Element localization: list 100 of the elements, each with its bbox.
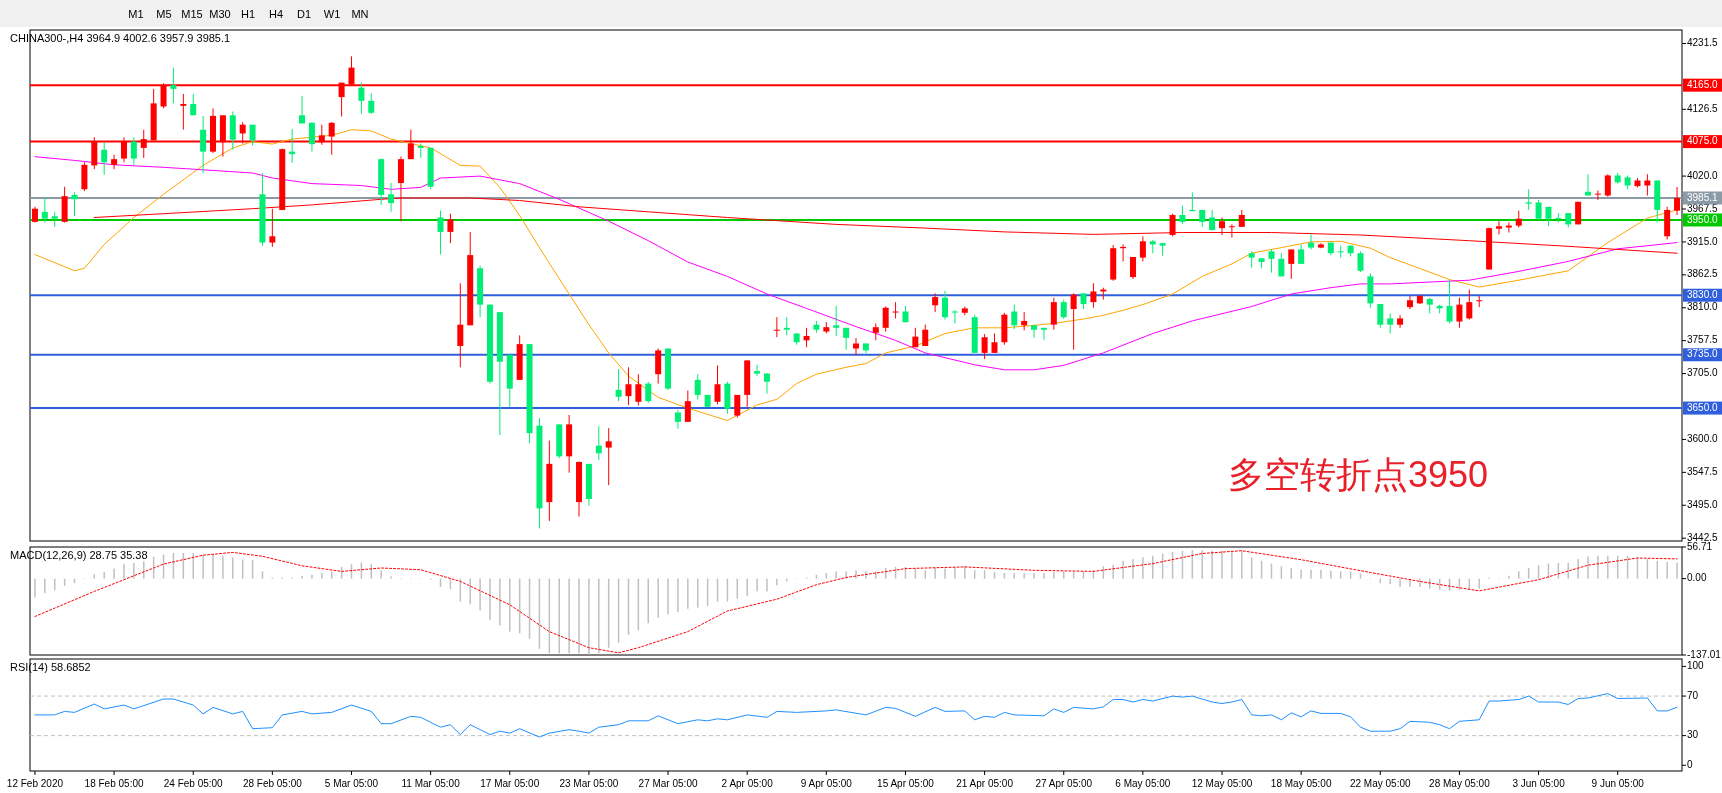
candlestick bbox=[853, 337, 859, 356]
candlestick bbox=[1357, 250, 1364, 273]
candlestick bbox=[170, 67, 177, 104]
candlestick bbox=[299, 95, 306, 124]
x-tick-label: 21 Apr 05:00 bbox=[956, 778, 1014, 789]
ref-line-label: 4075.0 bbox=[1687, 135, 1719, 147]
candlestick bbox=[1387, 312, 1394, 334]
annotation: 多空转折点3950 bbox=[1227, 454, 1489, 495]
y-tick-label: 3495.0 bbox=[1687, 498, 1719, 510]
candlestick bbox=[1298, 243, 1305, 265]
candlestick bbox=[991, 332, 998, 354]
candlestick bbox=[1535, 199, 1542, 221]
text: H1 bbox=[240, 8, 256, 20]
candlestick bbox=[1179, 205, 1186, 225]
candlestick bbox=[655, 348, 662, 385]
y-tick-label: 3547.5 bbox=[1687, 465, 1719, 477]
x-tick-label: 15 Apr 05:00 bbox=[877, 778, 935, 789]
candlestick bbox=[71, 191, 78, 217]
x-tick-label: 11 Mar 05:00 bbox=[401, 778, 461, 789]
y-tick-label: 3915.0 bbox=[1687, 235, 1719, 247]
candlestick bbox=[130, 136, 137, 166]
candlestick bbox=[1308, 233, 1315, 250]
candlestick bbox=[417, 142, 424, 159]
y-tick-label: 3862.5 bbox=[1687, 268, 1719, 280]
ref-line-label: 3830.0 bbox=[1687, 288, 1719, 300]
x-tick-label: 18 May 05:00 bbox=[1270, 778, 1332, 789]
candlestick bbox=[1495, 220, 1502, 235]
x-tick-label: 9 Apr 05:00 bbox=[800, 778, 853, 789]
candlestick bbox=[1456, 297, 1463, 329]
y-tick-label: 3757.5 bbox=[1687, 334, 1719, 346]
ref-line-label: 3950.0 bbox=[1687, 213, 1719, 225]
text: M1 bbox=[128, 8, 144, 20]
chart-title: CHINA300-,H4 3964.9 4002.6 3957.9 3985.1 bbox=[10, 32, 231, 44]
text: H4 bbox=[268, 8, 284, 20]
candlestick bbox=[1169, 213, 1176, 237]
x-tick-label: 28 Feb 05:00 bbox=[242, 778, 303, 789]
candlestick bbox=[1644, 173, 1651, 197]
ref-line-label: 4165.0 bbox=[1687, 78, 1719, 90]
candlestick bbox=[1268, 248, 1275, 274]
text: W1 bbox=[323, 8, 341, 20]
candlestick bbox=[1288, 248, 1295, 280]
y-tick-label: 0 bbox=[1687, 758, 1693, 770]
text: M15 bbox=[181, 8, 203, 20]
candlestick bbox=[1466, 289, 1473, 321]
y-tick-label: 4126.5 bbox=[1687, 102, 1719, 114]
x-tick-label: 12 May 05:00 bbox=[1191, 778, 1253, 789]
candlestick bbox=[803, 327, 810, 348]
candlestick bbox=[1585, 173, 1592, 197]
x-tick-label: 27 Mar 05:00 bbox=[638, 778, 698, 789]
candlestick bbox=[1139, 235, 1146, 262]
candlestick bbox=[269, 208, 276, 248]
candlestick bbox=[882, 306, 889, 333]
candlestick bbox=[951, 309, 958, 324]
text: M30 bbox=[209, 8, 231, 20]
x-tick-label: 3 Jun 05:00 bbox=[1512, 778, 1566, 789]
candlestick bbox=[684, 390, 691, 423]
x-tick-label: 2 Apr 05:00 bbox=[721, 778, 774, 789]
candlestick bbox=[1406, 295, 1413, 310]
ref-line-label: 3650.0 bbox=[1687, 401, 1719, 413]
candlestick bbox=[200, 115, 207, 174]
candlestick bbox=[437, 210, 444, 255]
candlestick bbox=[773, 316, 780, 338]
y-tick-label: 30 bbox=[1687, 729, 1699, 741]
y-tick-label: 56.71 bbox=[1687, 540, 1713, 552]
candlestick bbox=[645, 381, 652, 404]
x-tick-label: 27 Apr 05:00 bbox=[1035, 778, 1093, 789]
candlestick bbox=[674, 409, 681, 430]
candlestick bbox=[1476, 295, 1483, 308]
y-tick-label: -137.01 bbox=[1687, 648, 1722, 660]
x-tick-label: 12 Feb 2020 bbox=[6, 778, 64, 789]
candlestick bbox=[180, 93, 187, 131]
x-tick-label: 23 Mar 05:00 bbox=[559, 778, 619, 789]
candlestick bbox=[714, 364, 721, 405]
y-tick-label: 3442.5 bbox=[1687, 531, 1719, 543]
candlestick bbox=[358, 82, 365, 115]
y-tick-label: 0.00 bbox=[1687, 572, 1707, 584]
candlestick bbox=[981, 333, 988, 360]
chart-title: RSI(14) 58.6852 bbox=[10, 661, 91, 673]
candlestick bbox=[615, 368, 622, 402]
candlestick bbox=[1040, 327, 1047, 341]
candlestick bbox=[1505, 221, 1512, 234]
x-tick-label: 17 Mar 05:00 bbox=[480, 778, 540, 789]
candlestick bbox=[595, 425, 602, 461]
candlestick bbox=[932, 292, 939, 313]
x-tick-label: 5 Mar 05:00 bbox=[324, 778, 379, 789]
candlestick bbox=[694, 373, 701, 400]
y-tick-label: 3705.0 bbox=[1687, 367, 1719, 379]
candlestick bbox=[457, 282, 464, 368]
candlestick bbox=[1209, 209, 1216, 232]
candlestick bbox=[1011, 304, 1018, 330]
candlestick bbox=[1219, 216, 1226, 236]
line-series bbox=[34, 156, 1678, 371]
candlestick bbox=[111, 154, 118, 170]
candlestick bbox=[1060, 299, 1067, 320]
candlestick bbox=[783, 316, 790, 336]
candlestick bbox=[1021, 311, 1028, 331]
candlestick bbox=[763, 372, 770, 395]
candlestick bbox=[892, 301, 899, 319]
candlestick bbox=[833, 305, 840, 337]
candlestick bbox=[1594, 190, 1601, 201]
